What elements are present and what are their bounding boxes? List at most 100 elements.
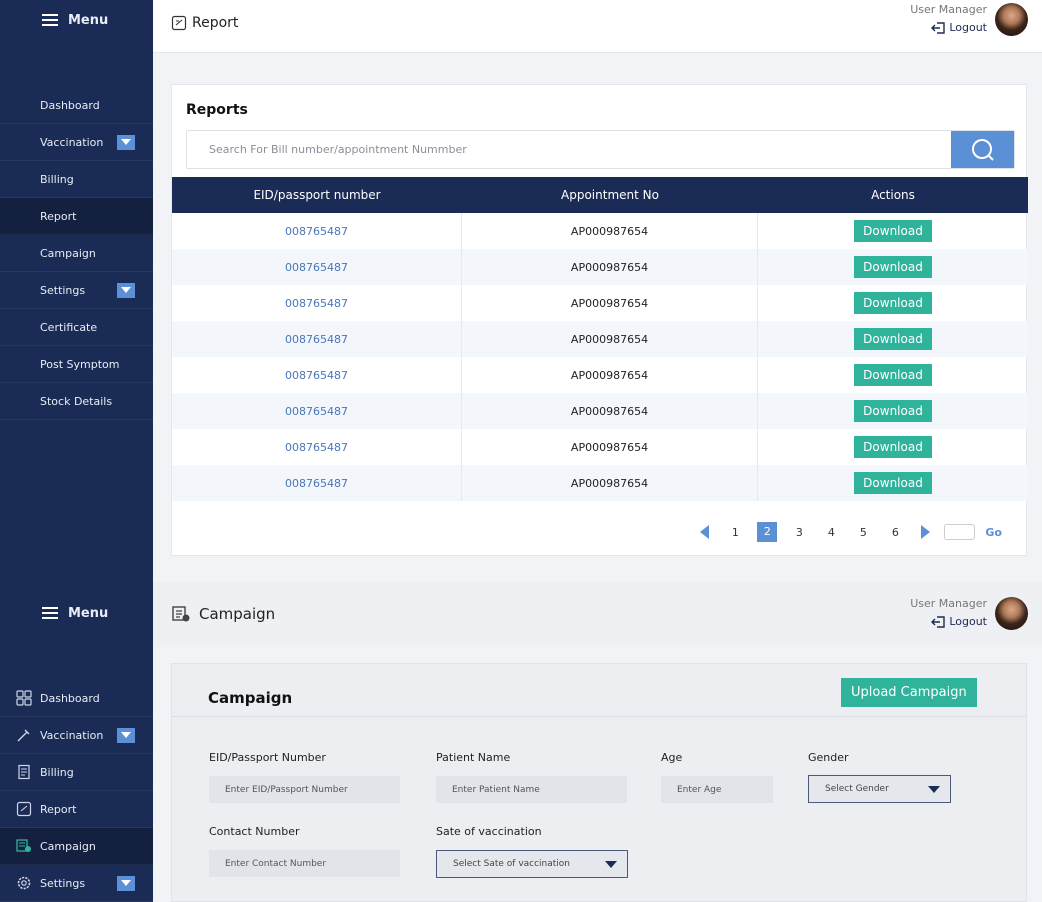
menu-toggle-secondary[interactable]: Menu xyxy=(0,582,153,644)
go-button[interactable]: Go xyxy=(985,525,1002,539)
appointment-cell: AP000987654 xyxy=(462,465,758,501)
eid-cell[interactable]: 008765487 xyxy=(172,465,462,501)
eid-cell[interactable]: 008765487 xyxy=(172,285,462,321)
sidebar-item-dashboard[interactable]: Dashboard xyxy=(0,680,153,717)
appointment-cell: AP000987654 xyxy=(462,357,758,393)
campaign-icon xyxy=(172,606,190,622)
gear-icon xyxy=(16,875,32,891)
avatar[interactable] xyxy=(995,3,1028,36)
logout-link[interactable]: Logout xyxy=(910,615,987,628)
report-icon xyxy=(16,801,32,817)
actions-cell: Download xyxy=(758,393,1028,429)
header-secondary: Campaign User Manager Logout xyxy=(153,582,1042,647)
page-5-button[interactable]: 5 xyxy=(859,525,867,539)
page-number-input[interactable] xyxy=(944,524,976,540)
user-area-secondary: User Manager Logout xyxy=(910,597,1028,630)
sidebar-item-vaccination[interactable]: Vaccination xyxy=(0,717,153,754)
eid-label: EID/Passport Number xyxy=(209,751,326,764)
campaign-title: Campaign xyxy=(208,689,293,707)
search-input[interactable] xyxy=(187,131,951,168)
patient-name-input[interactable] xyxy=(436,776,627,803)
eid-cell[interactable]: 008765487 xyxy=(172,393,462,429)
download-button[interactable]: Download xyxy=(854,436,932,458)
page-6-button[interactable]: 6 xyxy=(891,525,899,539)
actions-cell: Download xyxy=(758,465,1028,501)
gender-select[interactable]: Select Gender xyxy=(808,775,951,803)
eid-cell[interactable]: 008765487 xyxy=(172,321,462,357)
avatar[interactable] xyxy=(995,597,1028,630)
actions-cell: Download xyxy=(758,249,1028,285)
chevron-down-icon[interactable] xyxy=(117,727,135,743)
sidebar-item-label: Campaign xyxy=(40,839,96,853)
column-header-appointment: Appointment No xyxy=(561,188,659,202)
menu-toggle[interactable]: Menu xyxy=(0,0,153,40)
sidebar-item-settings[interactable]: Settings xyxy=(0,865,153,902)
download-button[interactable]: Download xyxy=(854,364,932,386)
table-row: 008765487 AP000987654 Download xyxy=(172,321,1028,357)
download-button[interactable]: Download xyxy=(854,256,932,278)
appointment-cell: AP000987654 xyxy=(462,393,758,429)
sidebar-item-certificate[interactable]: Certificate xyxy=(0,309,153,346)
sidebar-item-post-symptom[interactable]: Post Symptom xyxy=(0,346,153,383)
page-1-button[interactable]: 1 xyxy=(731,525,739,539)
eid-input[interactable] xyxy=(209,776,400,803)
sidebar-item-report[interactable]: Report xyxy=(0,198,153,235)
sidebar-item-label: Settings xyxy=(40,876,86,890)
chevron-down-icon[interactable] xyxy=(117,134,135,150)
prev-page-icon[interactable] xyxy=(700,525,710,539)
user-area: User Manager Logout xyxy=(910,3,1028,36)
sidebar-item-campaign[interactable]: Campaign xyxy=(0,235,153,272)
bill-icon xyxy=(16,764,32,780)
sidebar-item-report[interactable]: Report xyxy=(0,791,153,828)
sidebar-item-label: Settings xyxy=(40,283,86,297)
syringe-icon xyxy=(16,727,32,743)
download-button[interactable]: Download xyxy=(854,328,932,350)
next-page-icon[interactable] xyxy=(921,525,931,539)
logout-icon xyxy=(931,615,946,628)
sidebar-item-vaccination[interactable]: Vaccination xyxy=(0,124,153,161)
table-row: 008765487 AP000987654 Download xyxy=(172,249,1028,285)
contact-input[interactable] xyxy=(209,850,400,877)
table-row: 008765487 AP000987654 Download xyxy=(172,213,1028,249)
sidebar: Menu Dashboard Vaccination Billing Report Ca… xyxy=(0,0,153,582)
column-header-actions: Actions xyxy=(871,188,915,202)
sidebar-item-dashboard[interactable]: Dashboard xyxy=(0,87,153,124)
logout-icon xyxy=(931,21,946,34)
upload-campaign-button[interactable]: Upload Campaign xyxy=(841,678,977,707)
search-icon xyxy=(971,138,994,161)
eid-cell[interactable]: 008765487 xyxy=(172,429,462,465)
table-header: EID/passport number Appointment No Actio… xyxy=(172,177,1028,213)
sidebar-item-campaign[interactable]: Campaign xyxy=(0,828,153,865)
hamburger-icon xyxy=(42,14,58,26)
download-button[interactable]: Download xyxy=(854,472,932,494)
sidebar-item-label: Vaccination xyxy=(40,728,104,742)
download-button[interactable]: Download xyxy=(854,292,932,314)
page-4-button[interactable]: 4 xyxy=(827,525,835,539)
sidebar-item-billing[interactable]: Billing xyxy=(0,754,153,791)
logout-link[interactable]: Logout xyxy=(910,21,987,34)
appointment-cell: AP000987654 xyxy=(462,285,758,321)
sidebar-item-settings[interactable]: Settings xyxy=(0,272,153,309)
download-button[interactable]: Download xyxy=(854,220,932,242)
column-header-eid: EID/passport number xyxy=(253,188,381,202)
search-button[interactable] xyxy=(951,131,1014,168)
age-input[interactable] xyxy=(661,776,773,803)
eid-cell[interactable]: 008765487 xyxy=(172,213,462,249)
chevron-down-icon[interactable] xyxy=(117,875,135,891)
eid-cell[interactable]: 008765487 xyxy=(172,357,462,393)
sidebar-item-stock-details[interactable]: Stock Details xyxy=(0,383,153,420)
eid-cell[interactable]: 008765487 xyxy=(172,249,462,285)
user-role: User Manager xyxy=(910,597,987,610)
sidebar-item-label: Vaccination xyxy=(40,135,104,149)
vaccination-date-select[interactable]: Select Sate of vaccination xyxy=(436,850,628,878)
page-title-secondary: Campaign xyxy=(171,604,275,624)
page-2-button[interactable]: 2 xyxy=(757,522,778,542)
menu-label: Menu xyxy=(68,605,109,621)
download-button[interactable]: Download xyxy=(854,400,932,422)
page-3-button[interactable]: 3 xyxy=(795,525,803,539)
sidebar-item-billing[interactable]: Billing xyxy=(0,161,153,198)
reports-card: Reports EID/passport number Appointment … xyxy=(171,84,1028,556)
sidebar-item-label: Dashboard xyxy=(40,98,100,112)
gender-label: Gender xyxy=(808,751,849,764)
chevron-down-icon[interactable] xyxy=(117,282,135,298)
